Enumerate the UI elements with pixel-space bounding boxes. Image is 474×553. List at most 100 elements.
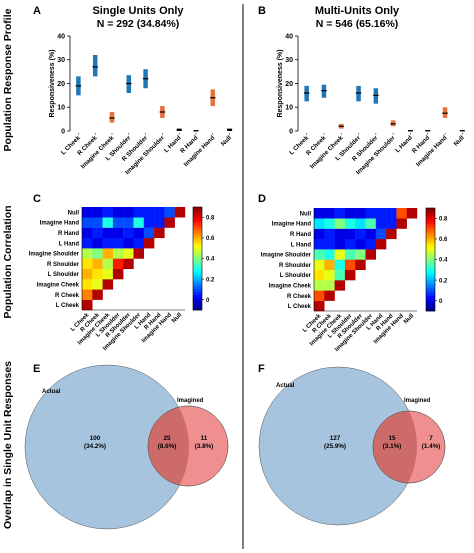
chart-d-colorbar-seg-39 bbox=[426, 208, 435, 211]
chart-d-cell-l-shoulder-imagine-cheek bbox=[334, 269, 346, 281]
chart-c-colorbar-label-0.2: 0.2 bbox=[206, 277, 215, 283]
chart-d-cell-r-hand-l-hand bbox=[375, 228, 387, 240]
chart-d-colorbar-seg-38 bbox=[426, 210, 435, 214]
chart-c-ylabel-imagine-shoulder: Imagine Shoulder bbox=[29, 252, 80, 258]
chart-d-cell-null-imagine-shoulder bbox=[365, 208, 376, 219]
chart-e-imagined_only-pct: (3.8%) bbox=[195, 443, 214, 450]
chart-d-cell-null-r-hand bbox=[386, 208, 397, 219]
chart-c-cell-imagine-cheek-r-cheek bbox=[92, 279, 103, 290]
chart-d-cell-imagine-hand-l-shoulder bbox=[344, 218, 356, 229]
chart-d-colorbar-seg-11 bbox=[426, 280, 435, 283]
chart-d-colorbar-seg-34 bbox=[426, 220, 435, 224]
chart-c-ylabel-l-hand: L Hand bbox=[59, 241, 80, 247]
chart-c-cell-null-imagine-cheek bbox=[102, 207, 114, 218]
chart-c-cell-r-shoulder-r-cheek bbox=[92, 258, 103, 269]
chart-d-colorbar-seg-16 bbox=[426, 267, 435, 271]
chart-d-colorbar-label-0.2: 0.2 bbox=[439, 278, 448, 284]
chart-c-cell-r-shoulder-imagine-cheek bbox=[102, 258, 114, 269]
chart-c-cell-r-hand-r-shoulder bbox=[123, 227, 134, 239]
chart-d-cell-l-hand-l-hand bbox=[375, 238, 387, 250]
chart-f-both-count: 15 bbox=[388, 435, 396, 442]
chart-d-cell-l-hand-l-cheek bbox=[314, 238, 325, 250]
chart-c-cell-r-hand-r-cheek bbox=[92, 227, 103, 239]
chart-a-bar-r-hand bbox=[193, 130, 199, 132]
row-label-response-profile: Population Response Profile bbox=[2, 8, 14, 151]
chart-c-cell-l-shoulder-imagine-cheek bbox=[102, 268, 114, 280]
chart-c-cell-imagine-shoulder-r-shoulder bbox=[123, 248, 134, 259]
chart-d-colorbar-seg-36 bbox=[426, 215, 435, 219]
chart-c-colorbar-seg-26 bbox=[193, 240, 202, 244]
chart-c-cell-l-hand-imagine-shoulder bbox=[133, 237, 144, 249]
chart-d-colorbar-seg-4 bbox=[426, 298, 435, 301]
chart-c-cell-null-r-hand bbox=[154, 207, 165, 218]
panel-letter-d: D bbox=[258, 193, 266, 205]
chart-c-colorbar-seg-31 bbox=[193, 227, 202, 231]
chart-b-ytick-label-10: 10 bbox=[285, 105, 293, 112]
chart-d-cell-imagine-hand-imagine-shoulder bbox=[365, 218, 376, 229]
chart-c-ylabel-r-hand: R Hand bbox=[58, 231, 79, 237]
chart-c-colorbar-seg-16 bbox=[193, 266, 202, 270]
chart-d-colorbar-seg-23 bbox=[426, 249, 435, 253]
chart-a-bar-l-hand bbox=[176, 128, 182, 131]
chart-c-cell-l-hand-r-cheek bbox=[92, 237, 103, 249]
chart-c-colorbar-seg-25 bbox=[193, 243, 202, 246]
chart-d-colorbar-seg-2 bbox=[426, 303, 435, 307]
chart-c-colorbar-seg-3 bbox=[193, 299, 202, 303]
chart-b-ytick-label-20: 20 bbox=[285, 81, 293, 88]
row-label-population-correlation: Population Correlation bbox=[2, 205, 14, 318]
chart-c-xlabel-null: Null bbox=[171, 312, 183, 324]
chart-d-colorbar-seg-32 bbox=[426, 226, 435, 229]
chart-d-cell-imagine-shoulder-imagine-shoulder bbox=[365, 249, 376, 260]
chart-a-xlabel-imagine-hand: Imagine Hand bbox=[183, 134, 217, 168]
chart-c-colorbar-seg-20 bbox=[193, 255, 202, 259]
chart-c-cell-null-null bbox=[174, 207, 186, 218]
chart-d-colorbar-seg-37 bbox=[426, 213, 435, 217]
chart-c-ylabel-null: Null bbox=[68, 210, 80, 216]
chart-b-ylabel: Responsiveness (%) bbox=[277, 49, 284, 117]
chart-c-cell-imagine-hand-r-cheek bbox=[92, 217, 103, 228]
chart-e-both-pct: (8.6%) bbox=[158, 443, 177, 450]
chart-d-cell-imagine-hand-imagine-cheek bbox=[334, 218, 346, 229]
chart-f-overlap-region bbox=[373, 411, 417, 483]
chart-d-cell-l-hand-imagine-cheek bbox=[334, 238, 346, 250]
chart-d-cell-null-imagine-hand bbox=[396, 208, 407, 219]
chart-c-colorbar-seg-2 bbox=[193, 302, 202, 306]
chart-d-cell-null-r-shoulder bbox=[355, 208, 366, 219]
chart-d-ylabel-imagine-cheek: Imagine Cheek bbox=[269, 283, 312, 289]
chart-d-colorbar-seg-12 bbox=[426, 277, 435, 281]
chart-d-cell-l-shoulder-l-shoulder bbox=[344, 269, 356, 281]
chart-d-cell-r-shoulder-r-shoulder bbox=[355, 259, 366, 270]
chart-c-cell-imagine-hand-imagine-shoulder bbox=[133, 217, 144, 228]
chart-f-imagined_only-pct: (1.4%) bbox=[422, 443, 441, 450]
chart-c-colorbar-seg-39 bbox=[193, 207, 202, 210]
chart-f-both-pct: (3.1%) bbox=[383, 443, 402, 450]
chart-c-cell-l-shoulder-l-shoulder bbox=[112, 268, 124, 280]
chart-c-colorbar-seg-10 bbox=[193, 281, 202, 285]
chart-c-cell-null-l-hand bbox=[143, 207, 155, 218]
chart-d-cell-null-l-hand bbox=[375, 208, 387, 219]
chart-c-cell-r-hand-imagine-cheek bbox=[102, 227, 114, 239]
chart-c-colorbar-seg-1 bbox=[193, 304, 202, 308]
panel-b-title: Multi-Units Only bbox=[315, 5, 400, 17]
chart-c-cell-imagine-hand-l-cheek bbox=[82, 217, 93, 228]
chart-d-cell-l-shoulder-r-cheek bbox=[324, 269, 335, 281]
chart-c-ylabel-r-shoulder: R Shoulder bbox=[47, 262, 80, 268]
chart-d-colorbar-seg-22 bbox=[426, 251, 435, 255]
panel-a-subtitle: N = 292 (34.84%) bbox=[97, 18, 180, 30]
chart-c-cell-imagine-shoulder-r-cheek bbox=[92, 248, 103, 259]
chart-d-colorbar-seg-3 bbox=[426, 300, 435, 304]
chart-d-cell-r-hand-l-shoulder bbox=[344, 228, 356, 240]
chart-c-ylabel-imagine-cheek: Imagine Cheek bbox=[37, 282, 80, 288]
chart-c-colorbar-seg-21 bbox=[193, 253, 202, 257]
chart-e-imagined_only-count: 11 bbox=[201, 435, 208, 442]
chart-d-cell-r-hand-imagine-shoulder bbox=[365, 228, 376, 240]
chart-c-cell-imagine-shoulder-imagine-cheek bbox=[102, 248, 114, 259]
chart-c-colorbar-seg-35 bbox=[193, 217, 202, 221]
chart-c-cell-r-shoulder-r-shoulder bbox=[123, 258, 134, 269]
chart-d-cell-r-hand-r-shoulder bbox=[355, 228, 366, 240]
chart-d-cell-l-shoulder-l-cheek bbox=[314, 269, 325, 281]
chart-b-ytick-label-40: 40 bbox=[285, 33, 293, 40]
chart-e-label-imagined: Imagined bbox=[177, 398, 204, 404]
chart-e: Actual Imagined 100(34.2%) 25(8.6%) 11(3.8%) bbox=[24, 364, 229, 530]
chart-f-actual_only-count: 127 bbox=[330, 435, 341, 442]
